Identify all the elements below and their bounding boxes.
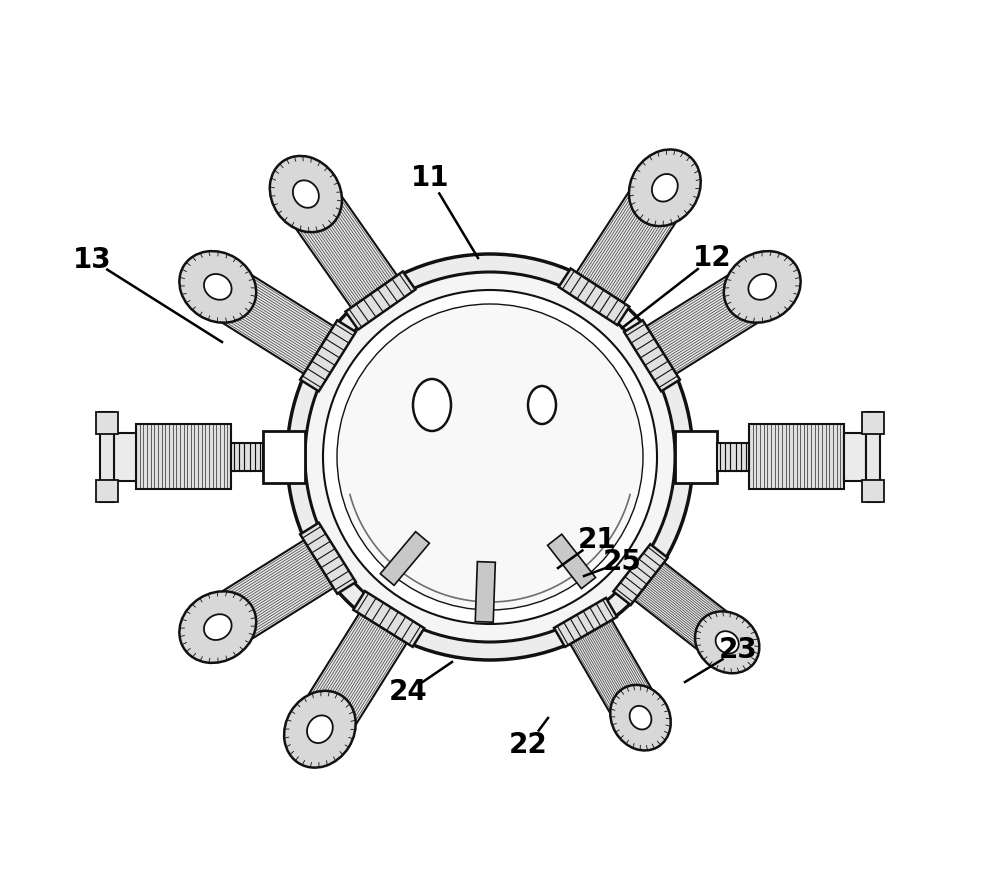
Polygon shape <box>577 184 681 303</box>
Ellipse shape <box>179 251 256 323</box>
Polygon shape <box>570 620 654 718</box>
Bar <box>862 480 884 502</box>
Bar <box>749 425 844 489</box>
Polygon shape <box>475 562 495 623</box>
Ellipse shape <box>413 379 451 431</box>
Ellipse shape <box>204 614 232 640</box>
Ellipse shape <box>748 274 776 300</box>
Ellipse shape <box>630 705 651 730</box>
Circle shape <box>337 304 643 610</box>
Polygon shape <box>215 270 334 374</box>
Text: 23: 23 <box>719 636 757 664</box>
Bar <box>114 433 136 481</box>
Ellipse shape <box>610 685 671 751</box>
Polygon shape <box>548 535 596 589</box>
Text: 21: 21 <box>578 526 616 554</box>
Ellipse shape <box>652 174 678 201</box>
Ellipse shape <box>270 156 342 232</box>
Polygon shape <box>634 562 731 652</box>
Ellipse shape <box>528 386 556 424</box>
Polygon shape <box>646 270 765 374</box>
Ellipse shape <box>724 251 801 323</box>
Bar <box>96 480 118 502</box>
Polygon shape <box>554 598 617 647</box>
Bar <box>96 412 118 434</box>
Ellipse shape <box>629 149 701 226</box>
Ellipse shape <box>716 631 739 653</box>
Bar <box>263 431 305 483</box>
Text: 22: 22 <box>509 731 547 759</box>
Polygon shape <box>613 544 668 605</box>
Bar <box>844 433 866 481</box>
Polygon shape <box>353 591 424 647</box>
Polygon shape <box>559 269 629 325</box>
Polygon shape <box>215 541 334 644</box>
Polygon shape <box>380 532 429 585</box>
Ellipse shape <box>204 274 232 300</box>
Ellipse shape <box>307 715 333 743</box>
Circle shape <box>287 254 693 660</box>
Circle shape <box>305 272 675 642</box>
Ellipse shape <box>284 691 356 767</box>
Polygon shape <box>624 320 680 392</box>
Bar <box>862 412 884 434</box>
Polygon shape <box>300 320 356 392</box>
Text: 12: 12 <box>693 244 731 272</box>
Polygon shape <box>291 189 397 308</box>
Ellipse shape <box>695 611 759 673</box>
Text: 24: 24 <box>389 678 427 706</box>
Text: 25: 25 <box>603 548 641 576</box>
Text: 13: 13 <box>73 246 111 274</box>
Circle shape <box>323 290 657 624</box>
Bar <box>136 425 231 489</box>
Ellipse shape <box>179 591 256 663</box>
Bar <box>866 412 880 502</box>
Bar <box>100 412 114 502</box>
Text: 11: 11 <box>411 164 449 192</box>
Polygon shape <box>345 271 415 330</box>
Bar <box>675 431 717 483</box>
Bar <box>231 443 263 471</box>
Bar <box>717 443 749 471</box>
Polygon shape <box>304 614 407 732</box>
Polygon shape <box>300 522 356 594</box>
Ellipse shape <box>293 181 319 208</box>
